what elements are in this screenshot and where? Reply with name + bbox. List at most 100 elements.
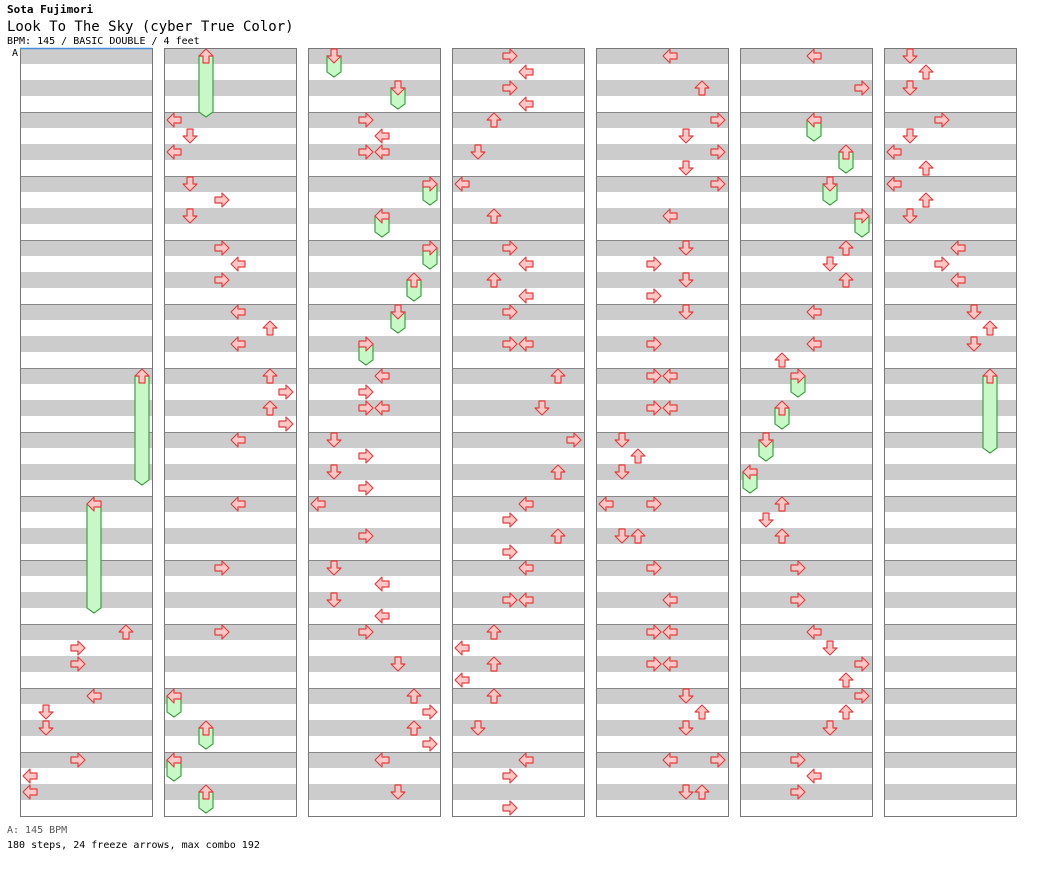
beat-stripe: [308, 720, 440, 736]
beat-stripe: [20, 272, 152, 288]
beat-stripe: [884, 128, 1016, 144]
step-arrow-right: [646, 496, 662, 512]
beat-stripe: [740, 592, 872, 608]
beat-stripe: [308, 256, 440, 272]
step-arrow-right: [934, 112, 950, 128]
beat-stripe: [596, 112, 728, 128]
step-arrow-left: [230, 256, 246, 272]
beat-stripe: [596, 768, 728, 784]
step-arrow-right: [646, 656, 662, 672]
beat-stripe: [884, 544, 1016, 560]
beat-stripe: [740, 96, 872, 112]
step-arrow-left: [886, 176, 902, 192]
column-border: [596, 48, 729, 817]
beat-stripe: [308, 672, 440, 688]
beat-stripe: [308, 768, 440, 784]
beat-stripe: [20, 496, 152, 512]
beat-stripe: [20, 624, 152, 640]
step-arrow-right: [502, 80, 518, 96]
step-arrow-left: [518, 752, 534, 768]
step-arrow-left: [454, 672, 470, 688]
step-arrow-down: [534, 400, 550, 416]
beat-stripe: [308, 160, 440, 176]
beat-stripe: [20, 608, 152, 624]
step-arrow-left: [374, 608, 390, 624]
step-arrow-right: [646, 624, 662, 640]
beat-stripe: [884, 464, 1016, 480]
step-arrow-up: [694, 704, 710, 720]
step-arrow-down: [390, 80, 406, 96]
beat-stripe: [884, 272, 1016, 288]
step-arrow-left: [86, 688, 102, 704]
step-arrow-down: [822, 256, 838, 272]
step-arrow-up: [918, 64, 934, 80]
step-arrow-down: [38, 720, 54, 736]
artist-name: Sota Fujimori: [7, 3, 94, 16]
step-arrow-down: [966, 304, 982, 320]
beat-stripe: [740, 384, 872, 400]
beat-stripe: [308, 640, 440, 656]
beat-stripe: [308, 800, 440, 816]
beat-stripe: [884, 144, 1016, 160]
column-border: [884, 48, 1017, 817]
beat-stripe: [308, 384, 440, 400]
beat-stripe: [884, 720, 1016, 736]
beat-stripe: [452, 432, 584, 448]
step-arrow-right: [422, 240, 438, 256]
step-arrow-down: [758, 432, 774, 448]
beat-stripe: [20, 784, 152, 800]
beat-stripe: [308, 448, 440, 464]
beat-stripe: [452, 672, 584, 688]
beat-stripe: [308, 368, 440, 384]
beat-stripe: [452, 752, 584, 768]
beat-stripe: [20, 320, 152, 336]
beat-stripe: [596, 128, 728, 144]
beat-stripe: [452, 368, 584, 384]
step-arrow-down: [390, 304, 406, 320]
beat-stripe: [164, 144, 296, 160]
step-arrow-right: [502, 304, 518, 320]
beat-stripe: [740, 496, 872, 512]
step-arrow-left: [950, 272, 966, 288]
beat-stripe: [308, 96, 440, 112]
beat-stripe: [20, 48, 152, 64]
beat-stripe: [164, 384, 296, 400]
beat-stripe: [884, 640, 1016, 656]
beat-stripe: [740, 128, 872, 144]
beat-stripe: [164, 672, 296, 688]
step-arrow-left: [230, 432, 246, 448]
step-arrow-left: [518, 96, 534, 112]
beat-stripe: [452, 192, 584, 208]
step-arrow-up: [406, 272, 422, 288]
beat-stripe: [20, 192, 152, 208]
beat-stripe: [740, 400, 872, 416]
beat-stripe: [452, 288, 584, 304]
step-arrow-up: [838, 672, 854, 688]
step-arrow-right: [502, 48, 518, 64]
beat-stripe: [884, 512, 1016, 528]
beat-stripe: [308, 208, 440, 224]
beat-stripe: [740, 640, 872, 656]
beat-stripe: [20, 752, 152, 768]
step-arrow-left: [22, 784, 38, 800]
step-arrow-left: [662, 656, 678, 672]
beat-stripe: [596, 528, 728, 544]
beat-stripe: [596, 368, 728, 384]
step-arrow-right: [358, 384, 374, 400]
beat-stripe: [308, 224, 440, 240]
beat-stripe: [20, 80, 152, 96]
step-arrow-left: [662, 752, 678, 768]
step-arrow-left: [886, 144, 902, 160]
step-arrow-left: [230, 336, 246, 352]
beat-stripe: [884, 480, 1016, 496]
beat-stripe: [308, 432, 440, 448]
beat-stripe: [20, 128, 152, 144]
beat-stripe: [452, 512, 584, 528]
beat-stripe: [308, 144, 440, 160]
beat-stripe: [20, 768, 152, 784]
beat-stripe: [164, 416, 296, 432]
step-arrow-up: [406, 720, 422, 736]
step-arrow-left: [950, 240, 966, 256]
beat-stripe: [20, 800, 152, 816]
beat-stripe: [740, 320, 872, 336]
